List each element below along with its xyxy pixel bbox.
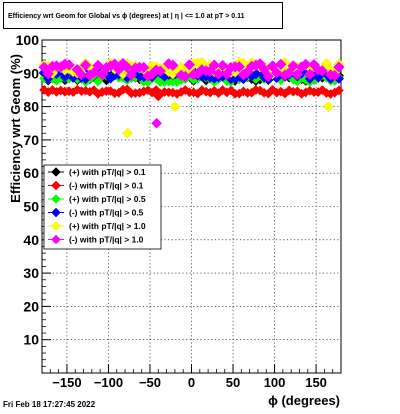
- data-point-series-5: [212, 68, 225, 80]
- outlier-point: [151, 117, 162, 129]
- data-point-series-5: [183, 59, 196, 71]
- data-point-series-5: [154, 65, 167, 77]
- data-point-series-5: [208, 59, 221, 71]
- data-point-series-1: [217, 85, 228, 95]
- legend-marker: [51, 207, 61, 218]
- legend-box: [43, 164, 162, 250]
- y-tick-label: 50: [23, 199, 39, 215]
- data-point-series-1: [317, 85, 328, 95]
- x-tick-label: −50: [139, 375, 161, 390]
- legend: (+) with pT/|q| > 0.1 (-) with pT/|q| > 0…: [43, 164, 162, 250]
- data-point-series-5: [121, 61, 133, 73]
- y-tick-label: 30: [23, 265, 39, 281]
- outlier-point: [152, 90, 164, 102]
- x-tick-label: 0: [188, 375, 195, 390]
- legend-entry-label: (+) with pT/|q| > 1.0: [69, 221, 146, 231]
- data-point-series-5: [88, 67, 100, 79]
- timestamp-footer: Fri Feb 18 17:27:45 2022: [3, 400, 96, 409]
- outlier-point: [323, 101, 334, 112]
- data-point-series-3: [59, 72, 70, 83]
- legend-entry-label: (-) with pT/|q| > 0.5: [69, 208, 144, 218]
- y-tick-label: 10: [23, 332, 39, 348]
- data-point-series-5: [275, 58, 287, 71]
- legend-marker: [51, 167, 61, 177]
- legend-entry-label: (+) with pT/|q| > 0.1: [69, 167, 146, 177]
- data-point-series-5: [258, 63, 270, 76]
- data-point-series-5: [329, 69, 341, 82]
- data-point-series-5: [79, 59, 92, 71]
- data-point-series-5: [304, 68, 316, 81]
- outlier-point: [169, 101, 181, 112]
- data-point-series-5: [291, 68, 304, 81]
- legend-entry-label: (+) with pT/|q| > 0.5: [69, 194, 146, 204]
- data-point-series-5: [333, 61, 345, 73]
- ticks-layer: −150 −100 −50 0 50 100 150 10 20 30 40 50 60 70 80 90 10…: [16, 32, 342, 390]
- x-tick-label: 150: [305, 375, 327, 390]
- legend-marker: [51, 221, 61, 231]
- data-point-series-5: [92, 59, 104, 72]
- data-point-series-5: [42, 68, 54, 80]
- x-tick-label: −100: [94, 375, 123, 390]
- y-tick-label: 100: [16, 32, 40, 48]
- x-tick-label: 50: [226, 375, 240, 390]
- y-tick-label: 60: [23, 165, 39, 181]
- y-tick-label: 40: [23, 232, 39, 248]
- points-layer: [38, 56, 345, 139]
- data-point-series-5: [283, 67, 295, 79]
- outlier-point: [122, 127, 133, 139]
- data-point-series-5: [167, 59, 179, 71]
- data-point-series-5: [262, 70, 275, 83]
- x-axis-label: ϕ (degrees): [268, 393, 340, 408]
- y-tick-label: 90: [23, 65, 39, 81]
- y-axis-label: Efficiency wrt Geom (%): [8, 54, 23, 203]
- y-tick-label: 20: [23, 298, 39, 314]
- data-point-series-5: [287, 60, 299, 72]
- legend-entry-label: (-) with pT/|q| > 1.0: [69, 235, 144, 245]
- data-point-series-5: [63, 59, 75, 71]
- legend-marker: [51, 234, 61, 245]
- data-point-series-5: [137, 61, 150, 74]
- data-point-series-5: [233, 60, 246, 73]
- x-tick-label: −150: [52, 375, 81, 390]
- data-point-series-1: [255, 85, 265, 96]
- data-point-series-1: [292, 86, 303, 97]
- y-tick-label: 70: [23, 132, 39, 148]
- data-point-series-5: [299, 58, 312, 71]
- y-tick-label: 80: [23, 99, 39, 115]
- data-point-series-5: [316, 65, 329, 77]
- x-tick-label: 100: [264, 375, 286, 390]
- legend-entry-label: (-) with pT/|q| > 0.1: [69, 181, 144, 191]
- data-point-series-5: [270, 67, 283, 79]
- legend-marker: [51, 180, 61, 191]
- data-point-series-5: [216, 59, 229, 72]
- chart-title: Efficiency wrt Geom for Global vs ϕ (deg…: [3, 2, 283, 29]
- data-point-series-5: [75, 69, 88, 81]
- legend-marker: [51, 194, 61, 204]
- data-point-series-1: [333, 85, 344, 96]
